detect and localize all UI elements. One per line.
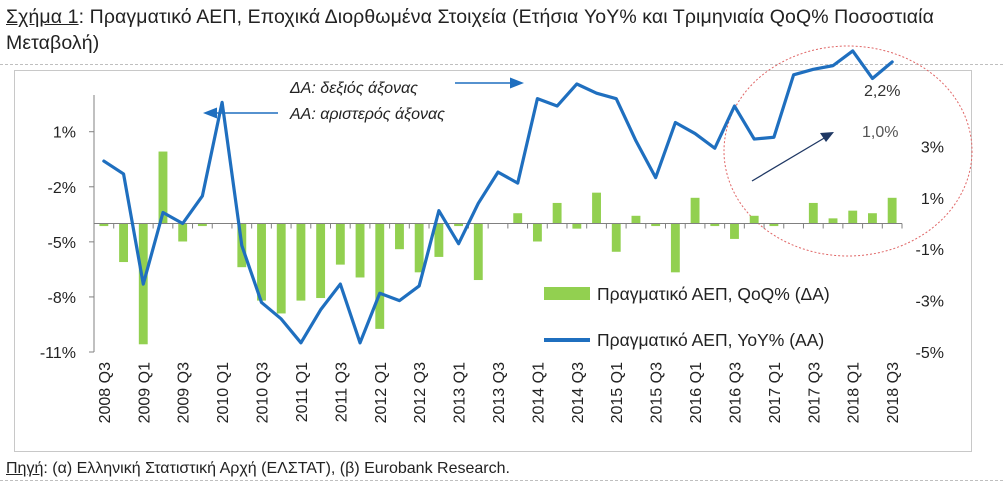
highlight-ellipse <box>723 45 973 257</box>
bar-2014-Q4 <box>592 192 601 224</box>
line-series <box>102 49 894 345</box>
x-tick-label: 2009 Q3 <box>176 362 193 423</box>
bar-2015-Q4 <box>670 223 680 273</box>
x-tick-label: 2014 Q3 <box>570 362 587 423</box>
right-tick-label: -3% <box>916 294 944 311</box>
bar-2011-Q1 <box>296 223 306 301</box>
bar-2015-Q1 <box>611 223 621 252</box>
bar-2010-Q3 <box>257 223 266 301</box>
bar-2017-Q1 <box>769 223 779 227</box>
bar-2013-Q2 <box>473 223 483 281</box>
right-axis-arrow-head <box>510 77 524 89</box>
x-tick-label: 2017 Q1 <box>767 362 784 423</box>
bar-2014-Q3 <box>572 223 582 229</box>
annotation-right-axis: ΔΑ: δεξιός άξονας <box>289 80 418 97</box>
left-tick-label: -5% <box>48 235 76 252</box>
annotation-marks <box>203 45 973 257</box>
bar-2018-Q2 <box>868 213 877 224</box>
right-tick-label: -5% <box>916 345 944 362</box>
x-tick-label: 2017 Q3 <box>806 362 823 423</box>
right-tick-label: -1% <box>916 242 944 259</box>
source-text: : (α) Ελληνική Στατιστική Αρχή (ΕΛΣΤΑΤ),… <box>43 460 510 477</box>
annotation-qoq-latest: 1,0% <box>862 124 898 141</box>
left-axis-arrow-head <box>203 107 217 119</box>
bar-2012-Q3 <box>414 223 424 273</box>
yoy-line <box>102 49 894 345</box>
bar-2016-Q3 <box>730 223 739 239</box>
legend-line-label: Πραγματικό ΑΕΠ, YoY% (ΑΑ) <box>597 330 824 350</box>
bar-2018-Q3 <box>887 197 897 224</box>
x-tick-label: 2018 Q3 <box>885 362 902 423</box>
axes <box>89 95 903 353</box>
legend-bar-label: Πραγματικό ΑΕΠ, QoQ% (ΔΑ) <box>597 284 830 304</box>
x-tick-label: 2013 Q3 <box>491 362 508 423</box>
x-tick-label: 2011 Q3 <box>333 362 350 422</box>
bar-2013-Q4 <box>513 213 523 224</box>
legend-bar-swatch <box>544 287 590 300</box>
bar-2014-Q1 <box>532 223 542 242</box>
bar-2015-Q2 <box>631 215 641 224</box>
bar-2017-Q3 <box>808 202 818 224</box>
bar-2009-Q3 <box>178 223 188 242</box>
x-tick-label: 2013 Q1 <box>452 362 469 423</box>
x-tick-label: 2008 Q3 <box>97 362 114 423</box>
left-tick-label: -11% <box>40 345 76 362</box>
bar-series <box>99 151 897 345</box>
bar-2014-Q2 <box>552 202 562 224</box>
bar-2016-Q4 <box>749 215 759 224</box>
left-tick-label: 1% <box>53 125 76 142</box>
annotation-yoy-latest: 2,2% <box>864 83 900 100</box>
right-tick-label: 1% <box>921 191 944 208</box>
x-tick-label: 2018 Q1 <box>846 362 863 423</box>
x-tick-label: 2009 Q1 <box>136 362 153 423</box>
left-tick-label: -2% <box>48 180 76 197</box>
bar-2016-Q1 <box>690 197 700 224</box>
bar-2011-Q2 <box>316 223 326 299</box>
x-tick-label: 2015 Q1 <box>609 362 626 423</box>
x-tick-label: 2016 Q3 <box>728 362 745 423</box>
annotation-left-axis: ΑΑ: αριστερός άξονας <box>289 106 445 123</box>
left-tick-label: -8% <box>48 290 76 307</box>
right-tick-label: 3% <box>921 139 944 156</box>
bottom-divider <box>0 480 1003 481</box>
bar-2011-Q3 <box>335 223 345 265</box>
x-tick-label: 2015 Q3 <box>649 362 666 423</box>
bar-2009-Q4 <box>197 223 207 227</box>
bar-2008-Q3 <box>99 223 109 227</box>
x-tick-label: 2014 Q1 <box>530 362 547 423</box>
bar-2013-Q1 <box>454 223 464 227</box>
figure-title-text: Πραγματικό ΑΕΠ, Εποχικά Διορθωμένα Στοιχ… <box>6 6 934 54</box>
x-tick-label: 2010 Q3 <box>255 362 272 423</box>
bar-2008-Q4 <box>119 223 128 263</box>
bar-2012-Q4 <box>434 223 444 257</box>
x-tick-label: 2011 Q1 <box>294 362 311 422</box>
trend-arrow-head <box>820 132 834 142</box>
bar-2016-Q2 <box>710 223 720 227</box>
x-tick-label: 2012 Q1 <box>373 362 390 423</box>
x-tick-label: 2012 Q3 <box>412 362 429 423</box>
source-label: Πηγή <box>6 460 44 477</box>
bar-2012-Q1 <box>375 223 385 329</box>
figure-label-sep: : <box>78 6 85 28</box>
bar-2018-Q1 <box>848 210 858 224</box>
bar-2010-Q4 <box>276 223 286 314</box>
bar-2017-Q4 <box>828 218 838 224</box>
bar-2012-Q2 <box>395 223 404 250</box>
bar-2011-Q4 <box>355 223 365 278</box>
source-note: Πηγή: (α) Ελληνική Στατιστική Αρχή (ΕΛΣΤ… <box>6 460 510 478</box>
title-divider <box>0 64 1003 65</box>
trend-arrow-shaft <box>751 136 827 182</box>
tick-labels: 1% -2% -5% -8% -11% 3% 1% -1% -3% -5% 2008 Q3 2009 … <box>40 125 944 424</box>
chart-frame <box>14 70 972 452</box>
bar-2009-Q2 <box>158 151 168 224</box>
chart-text: ΔΑ: δεξιός άξονας ΑΑ: αριστερός άξονας 2… <box>289 80 900 350</box>
bar-2015-Q3 <box>651 223 661 227</box>
x-tick-label: 2016 Q1 <box>688 362 705 423</box>
figure-label: Σχήμα 1 <box>6 6 79 28</box>
x-tick-label: 2010 Q1 <box>215 362 232 423</box>
chart-title: Σχήμα 1: Πραγματικό ΑΕΠ, Εποχικά Διορθωμ… <box>6 4 991 56</box>
